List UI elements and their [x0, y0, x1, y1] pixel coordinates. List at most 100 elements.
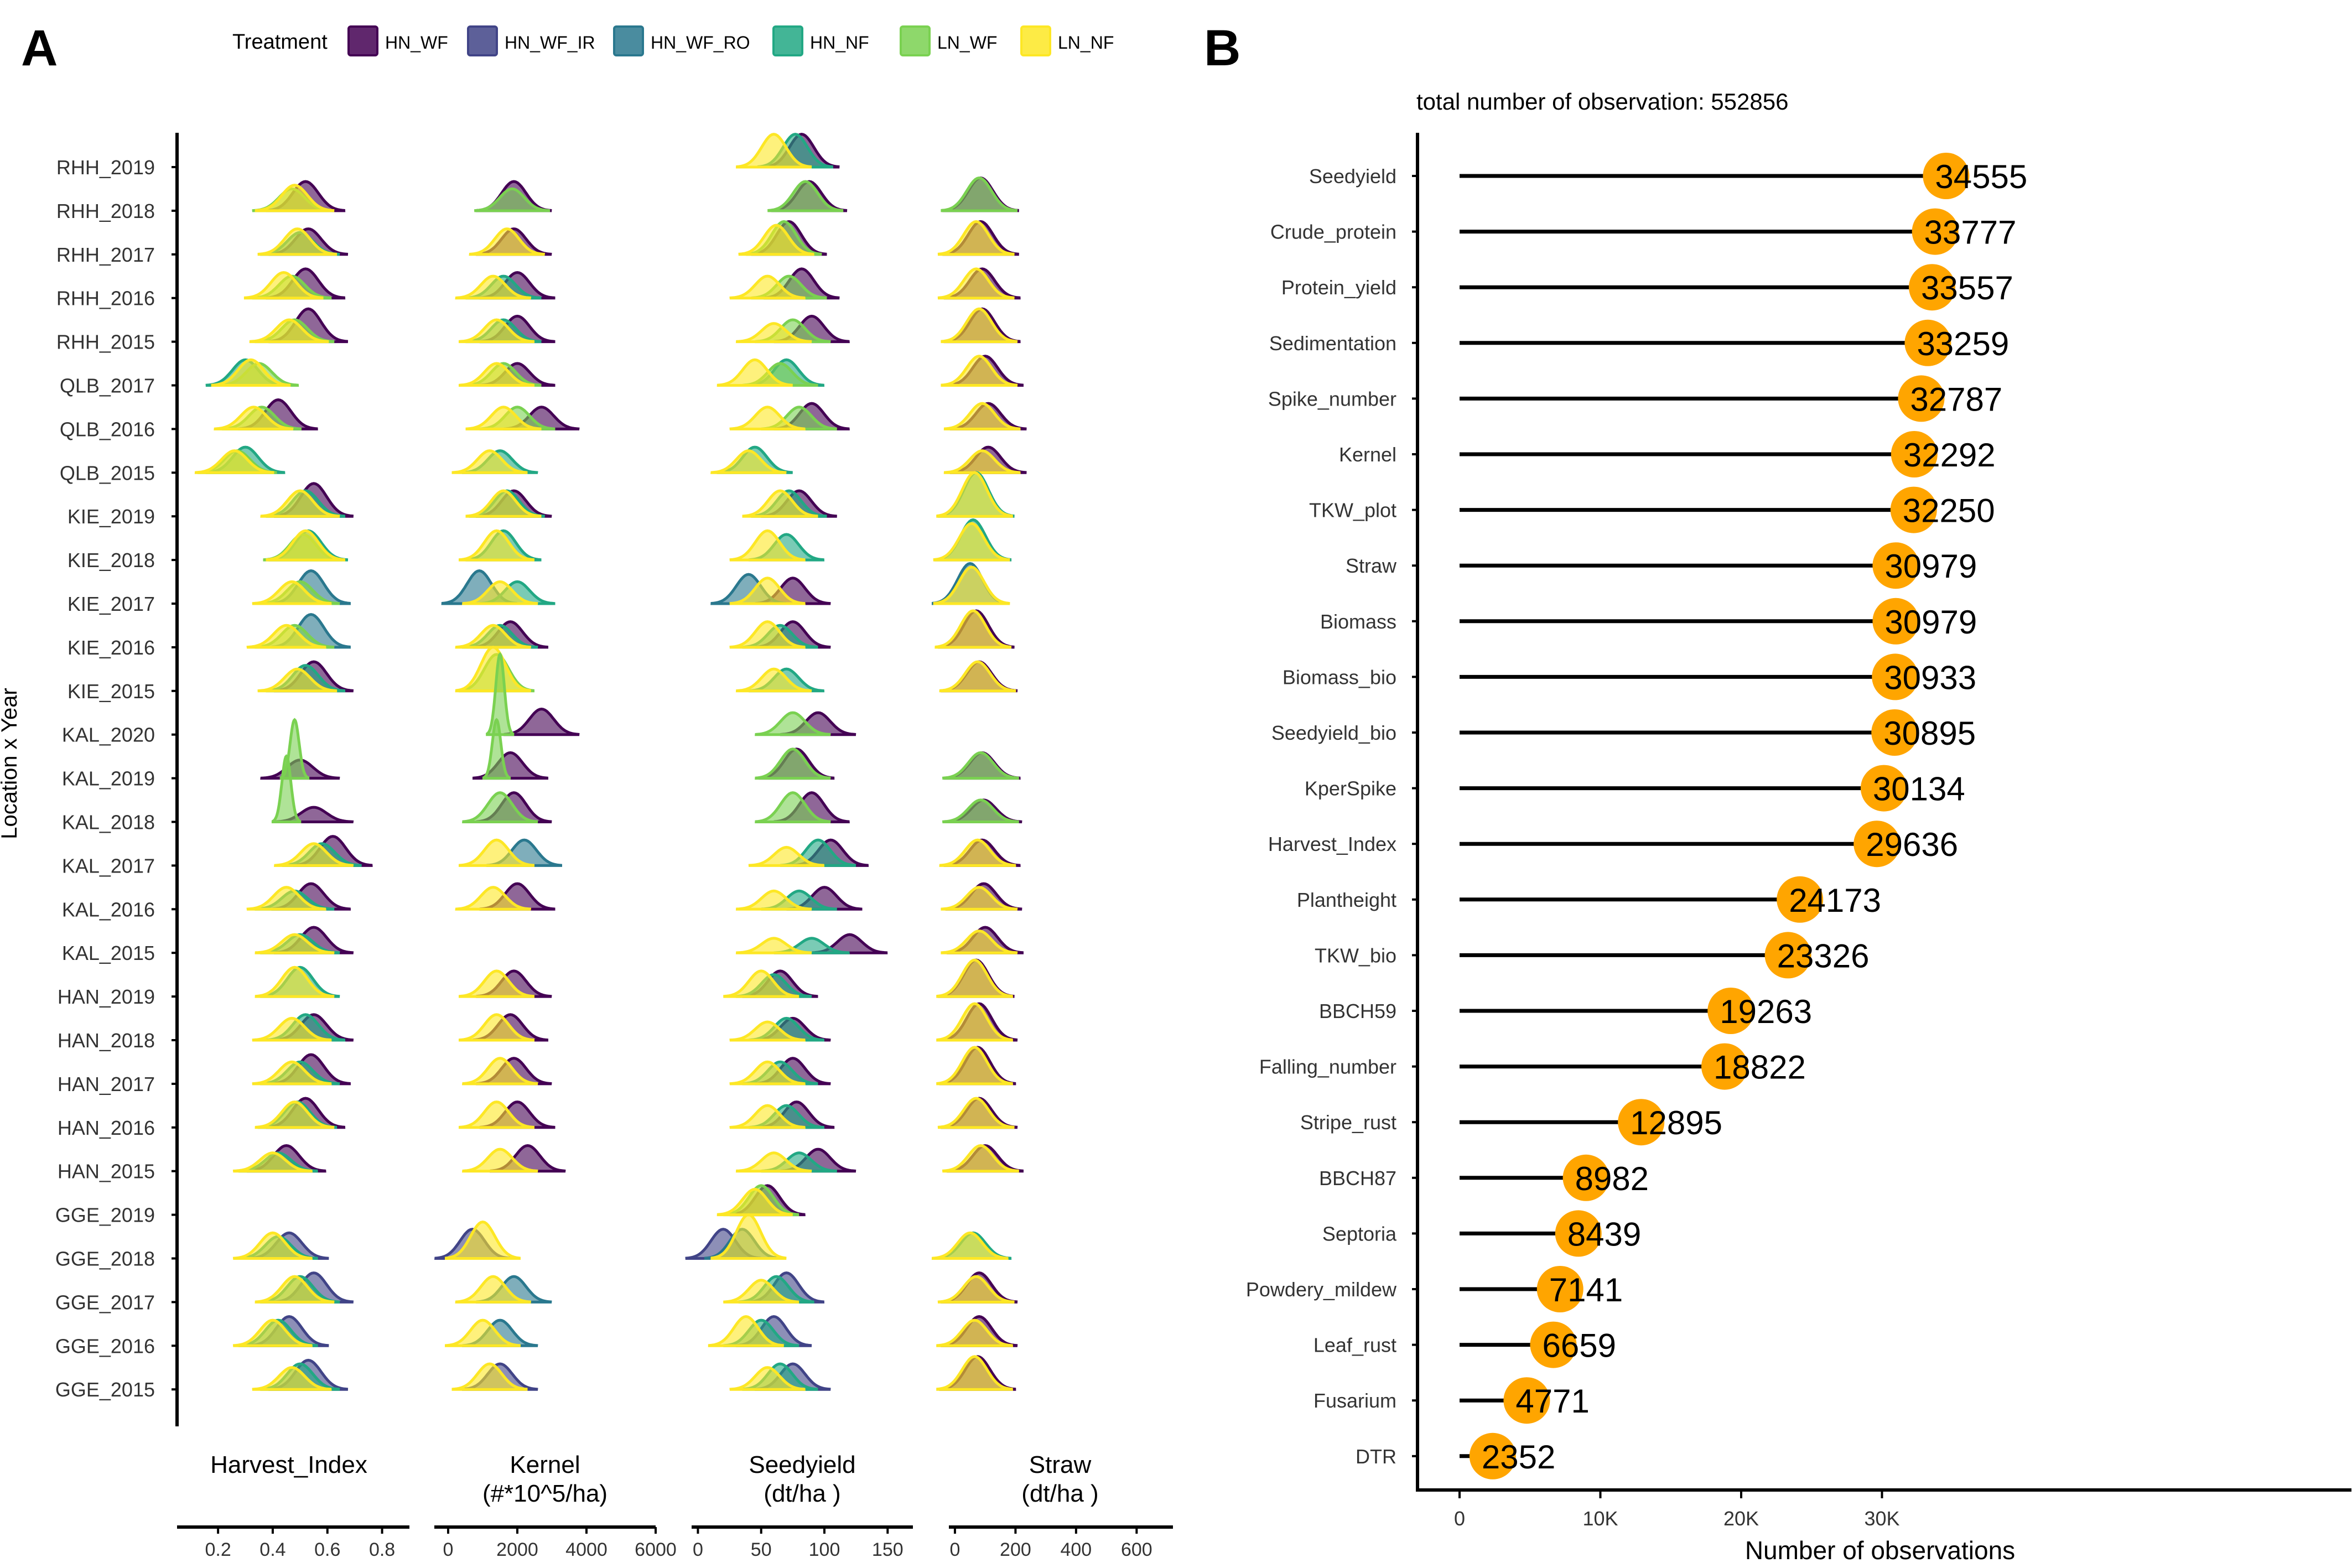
ridge-harvest-index-kal-2018-ln-wf — [271, 754, 302, 823]
lollipop-point — [1764, 932, 1811, 979]
facet-tick-label: 6000 — [635, 1539, 677, 1560]
facet-tick-label: 50 — [751, 1539, 772, 1560]
ridge-kernel-kie-2015-ln-nf — [455, 646, 531, 693]
ridge-harvest-index-kie-2019-ln-nf — [260, 489, 340, 518]
ridge-straw-kal-2015-ln-nf — [941, 930, 1018, 954]
ridge-harvest-index-han-2015-ln-nf — [232, 1151, 313, 1173]
ridge-kernel-kal-2018-ln-wf — [462, 791, 538, 823]
ridge-straw-kal-2017-ln-nf — [939, 838, 1016, 867]
ridge-kernel-rhh-2015-ln-nf — [459, 318, 534, 344]
facet-label-straw: Straw — [1029, 1451, 1092, 1478]
lollipop-point — [1555, 1210, 1602, 1257]
value-label-kperspike: 30134 — [1873, 771, 1965, 808]
ridge-kernel-rhh-2016-ln-nf — [455, 274, 532, 300]
lollipop-plantheight: Plantheight 24173 — [1297, 876, 1881, 923]
panel-b-letter: B — [1204, 20, 1240, 76]
category-label-septoria: Septoria — [1322, 1222, 1397, 1245]
value-label-biomass-bio: 30933 — [1884, 659, 1976, 696]
row-label-rhh-2019: RHH_2019 — [56, 156, 155, 179]
ridge-straw-gge-2018-ln-nf — [931, 1231, 1009, 1260]
category-label-powdery-mildew: Powdery_mildew — [1246, 1278, 1397, 1301]
value-label-crude-protein: 33777 — [1924, 214, 2017, 251]
facet-tick-label: 150 — [872, 1539, 904, 1560]
lollipop-straw: Straw 30979 — [1346, 542, 1977, 589]
ridge-straw-rhh-2016-ln-nf — [937, 267, 1015, 300]
ridge-seedyield-han-2015-ln-nf — [735, 1151, 812, 1173]
ridge-harvest-index-kie-2017-ln-nf — [252, 580, 332, 605]
category-label-biomass-bio: Biomass_bio — [1283, 666, 1396, 688]
value-label-powdery-mildew: 7141 — [1549, 1271, 1623, 1309]
ridge-seedyield-rhh-2017-ln-nf — [738, 224, 814, 256]
category-label-falling-number: Falling_number — [1259, 1056, 1396, 1078]
ridge-harvest-index-kie-2018-ln-nf — [266, 529, 346, 562]
ridge-straw-kie-2015-ln-nf — [939, 660, 1016, 693]
legend-label-hn-wf-ir: HN_WF_IR — [505, 33, 595, 53]
ridge-straw-han-2019-ln-nf — [936, 958, 1014, 998]
ridge-seedyield-kal-2015-ln-nf — [735, 937, 812, 954]
category-label-tkw-bio: TKW_bio — [1315, 944, 1396, 967]
ridge-harvest-index-kie-2016-ln-nf — [246, 624, 326, 649]
value-label-leaf-rust: 6659 — [1542, 1327, 1616, 1364]
category-label-fusarium: Fusarium — [1313, 1389, 1396, 1412]
lollipop-point — [1898, 375, 1945, 422]
legend-label-hn-wf-ro: HN_WF_RO — [651, 33, 750, 53]
lollipop-point — [1707, 988, 1754, 1034]
panel-a-letter: A — [21, 20, 58, 76]
category-label-bbch59: BBCH59 — [1319, 1000, 1396, 1022]
row-label-kal-2019: KAL_2019 — [62, 767, 155, 790]
ridge-seedyield-kie-2017-ln-nf — [729, 577, 806, 605]
lollipop-falling-number: Falling_number 18822 — [1259, 1043, 1806, 1090]
ridge-seedyield-gge-2019-ln-nf — [716, 1187, 793, 1217]
row-label-han-2017: HAN_2017 — [58, 1073, 155, 1095]
ridge-kernel-kal-2017-ln-nf — [459, 838, 534, 867]
facet-tick-label: 0 — [949, 1539, 960, 1560]
panel-b: B total number of observation: 552856 Se… — [1204, 20, 2351, 1565]
ridge-seedyield-kal-2019-ln-wf — [755, 747, 831, 780]
category-label-kernel: Kernel — [1339, 443, 1396, 466]
lollipop-point — [1469, 1432, 1516, 1479]
value-label-biomass: 30979 — [1884, 604, 1977, 641]
category-label-protein-yield: Protein_yield — [1281, 276, 1396, 299]
facet-tick-label: 200 — [1000, 1539, 1031, 1560]
lollipop-point — [1872, 598, 1919, 645]
category-label-biomass: Biomass — [1320, 610, 1396, 633]
category-label-straw: Straw — [1346, 554, 1397, 577]
ridge-harvest-index-rhh-2017-ln-nf — [257, 227, 338, 256]
ridge-harvest-index-rhh-2018-ln-nf — [255, 184, 335, 212]
lollipop-sedimentation: Sedimentation 33259 — [1269, 319, 2009, 366]
row-label-han-2015: HAN_2015 — [58, 1160, 155, 1183]
facet-tick-label: 4000 — [565, 1539, 608, 1560]
ridge-straw-rhh-2015-ln-nf — [941, 307, 1018, 344]
ridge-kernel-gge-2016-ln-nf — [445, 1318, 521, 1347]
facet-tick-label: 600 — [1121, 1539, 1152, 1560]
lollipop-seedyield-bio: Seedyield_bio 30895 — [1271, 709, 1976, 756]
facet-tick-label: 0 — [443, 1539, 454, 1560]
x-tick-label: 10K — [1582, 1507, 1618, 1530]
value-label-straw: 30979 — [1884, 548, 1977, 585]
legend-swatch-ln-wf — [900, 25, 931, 56]
lollipop-point — [1853, 821, 1901, 868]
ridge-straw-kal-2019-ln-wf — [942, 751, 1019, 780]
lollipop-dtr: DTR 2352 — [1356, 1432, 1555, 1479]
facet-tick-label: 2000 — [496, 1539, 538, 1560]
ridge-seedyield-gge-2015-ln-nf — [729, 1366, 806, 1391]
lollipop-point — [1871, 709, 1918, 756]
value-label-tkw-bio: 23326 — [1777, 937, 1870, 974]
row-label-kie-2016: KIE_2016 — [68, 636, 155, 659]
ridge-harvest-index-rhh-2016-ln-nf — [243, 271, 324, 300]
row-label-han-2018: HAN_2018 — [58, 1029, 155, 1052]
ridge-straw-gge-2016-ln-nf — [936, 1318, 1014, 1347]
row-label-kal-2020: KAL_2020 — [62, 724, 155, 746]
lollipop-point — [1503, 1377, 1550, 1424]
ridge-seedyield-kie-2018-ln-nf — [729, 529, 806, 562]
ridge-straw-qlb-2015-ln-nf — [943, 449, 1021, 474]
ridge-seedyield-gge-2018-ln-nf — [710, 1213, 787, 1260]
facet-axis-harvest-index: 0.2 0.4 0.6 0.8 — [177, 1525, 409, 1560]
ridge-harvest-index-qlb-2017-ln-nf — [211, 358, 291, 387]
facet-label-kernel: Kernel — [510, 1451, 580, 1478]
row-label-rhh-2015: RHH_2015 — [56, 331, 155, 354]
value-label-dtr: 2352 — [1482, 1439, 1555, 1476]
ridge-seedyield-gge-2017-ln-nf — [723, 1279, 799, 1304]
ridge-kernel-kie-2018-ln-nf — [459, 529, 534, 562]
